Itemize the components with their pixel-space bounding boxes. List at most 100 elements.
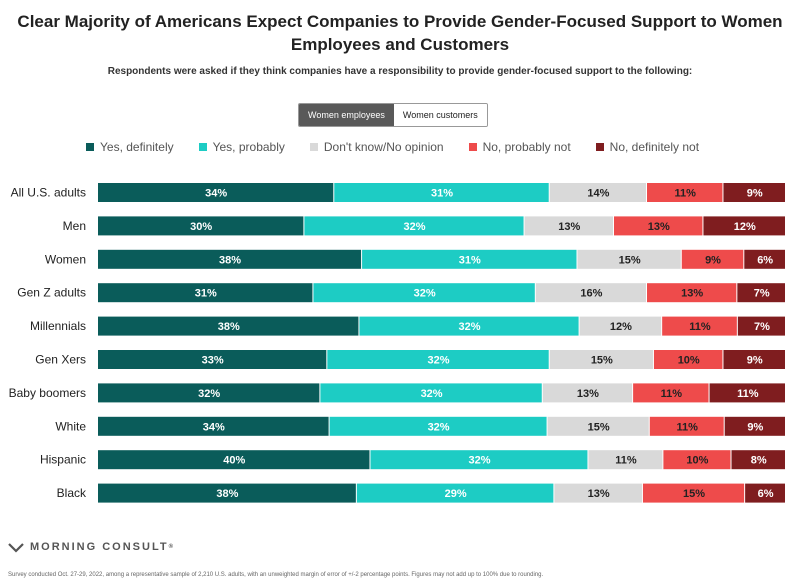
data-label-white-no-definitely-not: 9% <box>747 421 763 433</box>
view-toggle[interactable]: Women employees Women customers <box>298 103 488 127</box>
bar-gen-xers-no-probably-not <box>653 350 723 369</box>
legend-label: Don't know/No opinion <box>323 140 444 154</box>
bar-men-no-probably-not <box>614 216 703 236</box>
bar-gen-z-adults-don-t-know-no-opinion <box>535 283 647 303</box>
data-label-black-don-t-know-no-opinion: 13% <box>588 488 610 500</box>
data-label-gen-z-adults-don-t-know-no-opinion: 16% <box>580 288 602 300</box>
bar-white-no-probably-not <box>649 416 724 436</box>
data-label-black-no-probably-not: 15% <box>683 488 705 500</box>
toggle-women-customers[interactable]: Women customers <box>393 104 487 126</box>
data-label-baby-boomers-no-probably-not: 11% <box>661 388 683 400</box>
legend-item-yes-definitely: Yes, definitely <box>86 140 174 154</box>
data-label-hispanic-no-definitely-not: 8% <box>751 455 767 467</box>
bar-white-yes-probably <box>329 416 547 436</box>
data-label-all-u-s-adults-no-definitely-not: 9% <box>747 188 763 200</box>
data-label-men-yes-probably: 32% <box>403 221 425 233</box>
data-label-white-no-probably-not: 11% <box>677 421 699 433</box>
data-label-millennials-yes-probably: 32% <box>459 321 481 333</box>
bar-black-yes-probably <box>356 483 554 503</box>
footnote: Survey conducted Oct. 27-29, 2022, among… <box>8 572 544 578</box>
legend-label: No, definitely not <box>609 140 700 154</box>
data-label-hispanic-yes-definitely: 40% <box>223 455 245 467</box>
bar-men-no-definitely-not <box>703 216 785 236</box>
legend-swatch <box>86 143 94 151</box>
data-label-men-no-probably-not: 13% <box>648 221 670 233</box>
bar-white-no-definitely-not <box>724 416 785 436</box>
data-label-gen-z-adults-yes-definitely: 31% <box>195 288 217 300</box>
data-label-gen-z-adults-no-probably-not: 13% <box>681 288 703 300</box>
data-label-black-yes-definitely: 38% <box>216 488 238 500</box>
category-label-all-u-s-adults: All U.S. adults <box>11 186 86 200</box>
category-label-gen-z-adults: Gen Z adults <box>17 286 86 300</box>
data-label-hispanic-don-t-know-no-opinion: 11% <box>615 455 637 467</box>
bar-men-yes-probably <box>304 216 524 236</box>
bar-baby-boomers-yes-definitely <box>98 383 320 403</box>
bar-hispanic-no-probably-not <box>663 450 731 470</box>
brand-name: MORNING CONSULT <box>30 541 169 553</box>
bar-all-u-s-adults-yes-definitely <box>98 183 334 202</box>
data-label-women-don-t-know-no-opinion: 15% <box>619 254 641 266</box>
bar-gen-z-adults-no-probably-not <box>647 283 737 303</box>
legend-swatch <box>468 143 477 151</box>
bar-hispanic-yes-probably <box>370 450 588 470</box>
bar-white-don-t-know-no-opinion <box>547 416 649 436</box>
legend-swatch <box>309 143 318 151</box>
bar-black-no-definitely-not <box>745 483 785 503</box>
data-label-baby-boomers-yes-definitely: 32% <box>198 388 220 400</box>
bar-all-u-s-adults-no-probably-not <box>647 183 723 202</box>
bar-millennials-yes-definitely <box>98 316 359 336</box>
legend-item-no-probably-not: No, probably not <box>468 140 571 154</box>
bar-hispanic-no-definitely-not <box>731 450 785 470</box>
bar-all-u-s-adults-no-definitely-not <box>723 183 785 202</box>
data-label-baby-boomers-yes-probably: 32% <box>421 388 443 400</box>
bar-baby-boomers-no-definitely-not <box>709 383 785 403</box>
category-label-black: Black <box>57 486 87 500</box>
data-label-women-no-probably-not: 9% <box>705 254 721 266</box>
legend-item-dont-know: Don't know/No opinion <box>309 140 444 154</box>
bar-all-u-s-adults-don-t-know-no-opinion <box>549 183 647 202</box>
bar-women-yes-definitely <box>98 249 362 269</box>
category-label-baby-boomers: Baby boomers <box>9 386 86 400</box>
bar-black-no-probably-not <box>642 483 745 503</box>
bar-men-don-t-know-no-opinion <box>524 216 613 236</box>
data-label-men-no-definitely-not: 12% <box>734 221 756 233</box>
bar-women-no-definitely-not <box>744 249 785 269</box>
bar-women-no-probably-not <box>681 249 744 269</box>
data-label-all-u-s-adults-don-t-know-no-opinion: 14% <box>587 188 609 200</box>
bar-men-yes-definitely <box>98 216 304 236</box>
data-label-black-no-definitely-not: 6% <box>758 488 774 500</box>
data-label-all-u-s-adults-yes-definitely: 34% <box>205 188 227 200</box>
bar-gen-z-adults-no-definitely-not <box>737 283 785 303</box>
bar-all-u-s-adults-yes-probably <box>334 183 549 202</box>
data-label-hispanic-no-probably-not: 10% <box>686 455 708 467</box>
toggle-women-employees[interactable]: Women employees <box>299 104 394 126</box>
data-label-millennials-no-definitely-not: 7% <box>754 321 770 333</box>
data-label-gen-xers-yes-definitely: 33% <box>202 355 224 367</box>
data-label-men-don-t-know-no-opinion: 13% <box>558 221 580 233</box>
category-label-women: Women <box>45 252 86 266</box>
data-label-millennials-yes-definitely: 38% <box>218 321 240 333</box>
legend-swatch <box>595 143 604 151</box>
legend-item-no-definitely-not: No, definitely not <box>595 140 700 154</box>
bar-white-yes-definitely <box>98 416 329 436</box>
bar-gen-z-adults-yes-probably <box>313 283 535 303</box>
chart-title: Clear Majority of Americans Expect Compa… <box>17 12 783 54</box>
data-label-gen-z-adults-no-definitely-not: 7% <box>754 288 770 300</box>
brand-logo: MORNING CONSULT ® <box>8 541 173 553</box>
bar-gen-z-adults-yes-definitely <box>98 283 313 303</box>
data-label-gen-xers-no-definitely-not: 9% <box>747 355 763 367</box>
legend: Yes, definitely Yes, probably Don't know… <box>86 140 724 154</box>
data-label-men-yes-definitely: 30% <box>190 221 212 233</box>
category-label-men: Men <box>63 219 86 233</box>
bar-gen-xers-yes-definitely <box>98 350 327 369</box>
brand-registered: ® <box>168 544 173 550</box>
bar-baby-boomers-yes-probably <box>320 383 542 403</box>
data-label-baby-boomers-don-t-know-no-opinion: 13% <box>577 388 599 400</box>
category-label-millennials: Millennials <box>30 319 86 333</box>
legend-swatch <box>198 143 207 151</box>
data-label-all-u-s-adults-no-probably-not: 11% <box>675 188 697 200</box>
data-label-gen-xers-yes-probably: 32% <box>428 355 450 367</box>
legend-label: Yes, definitely <box>100 140 174 154</box>
bar-black-yes-definitely <box>98 483 356 503</box>
